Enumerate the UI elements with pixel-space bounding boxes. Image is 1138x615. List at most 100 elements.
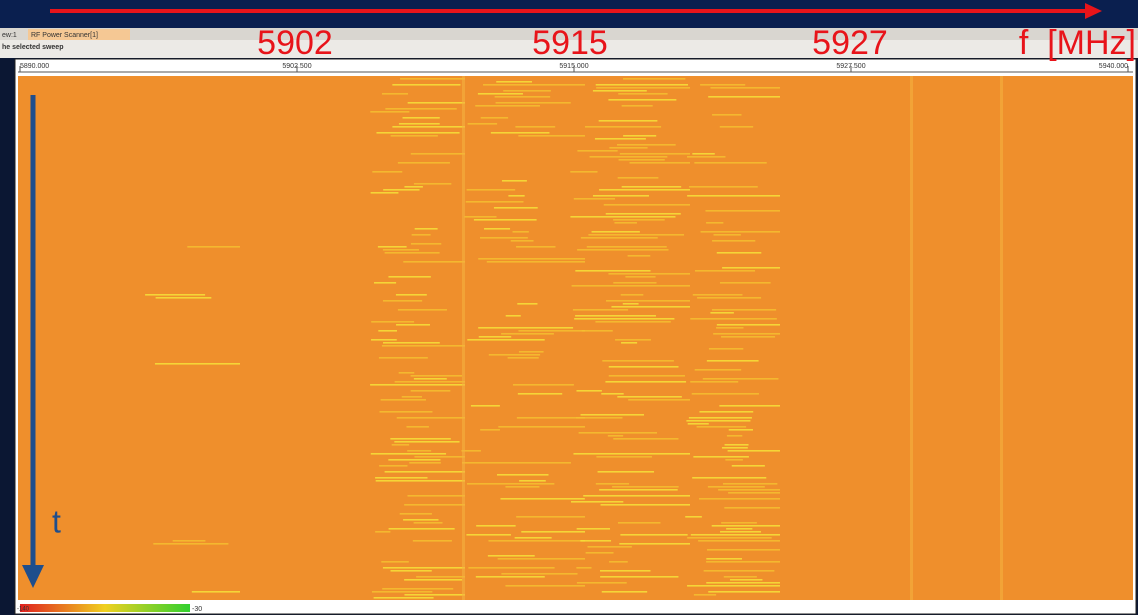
signal-streak — [694, 594, 716, 596]
signal-streak — [730, 579, 762, 581]
signal-streak — [404, 579, 462, 581]
signal-streak — [156, 297, 212, 299]
signal-streak — [613, 438, 678, 440]
signal-streak — [467, 339, 544, 341]
signal-streak — [370, 111, 409, 113]
signal-streak — [576, 417, 623, 419]
signal-streak — [385, 252, 440, 254]
signal-streak — [699, 498, 780, 500]
signal-streak — [729, 429, 753, 431]
signal-streak — [397, 417, 465, 419]
signal-streak — [398, 309, 447, 311]
signal-streak — [573, 309, 628, 311]
signal-streak — [487, 261, 585, 263]
signal-streak — [714, 234, 741, 236]
signal-streak — [708, 591, 780, 593]
signal-streak — [618, 93, 667, 95]
signal-streak — [518, 135, 585, 137]
signal-streak — [707, 549, 780, 551]
signal-streak — [464, 216, 496, 218]
signal-streak — [712, 309, 776, 311]
signal-streak — [699, 411, 753, 413]
signal-streak — [476, 576, 545, 578]
signal-streak — [403, 519, 438, 521]
signal-streak — [505, 585, 585, 587]
signal-streak — [579, 432, 657, 434]
signal-streak — [576, 567, 591, 569]
signal-streak — [414, 378, 447, 380]
tab-label[interactable]: RF Power Scanner[1] — [31, 32, 98, 39]
signal-streak — [577, 582, 627, 584]
signal-streak — [407, 495, 465, 497]
signal-streak — [518, 330, 585, 332]
signal-streak — [515, 126, 555, 128]
signal-streak — [586, 552, 614, 554]
signal-streak — [399, 372, 415, 374]
signal-streak — [496, 81, 532, 83]
signal-streak — [500, 498, 584, 500]
signal-streak — [381, 399, 426, 401]
signal-streak — [599, 489, 678, 491]
signal-streak — [608, 273, 690, 275]
signal-streak — [395, 381, 465, 383]
signal-streak — [479, 336, 511, 338]
signal-streak — [518, 393, 562, 395]
signal-streak — [517, 303, 537, 305]
signal-streak — [593, 195, 649, 197]
signal-streak — [724, 507, 780, 509]
signal-streak — [489, 354, 540, 356]
signal-streak — [379, 411, 432, 413]
signal-streak — [396, 294, 427, 296]
signal-streak — [501, 573, 577, 575]
signal-streak — [599, 189, 690, 191]
signal-streak — [374, 282, 396, 284]
signal-streak — [701, 231, 780, 233]
signal-streak — [695, 270, 755, 272]
signal-streak — [720, 126, 753, 128]
signal-streak — [605, 381, 686, 383]
signal-streak — [619, 159, 665, 161]
signal-streak — [583, 495, 690, 497]
signal-streak — [404, 594, 465, 596]
signal-streak — [416, 576, 465, 578]
signal-streak — [722, 447, 748, 449]
signal-streak — [408, 102, 465, 104]
signal-streak — [581, 237, 658, 239]
signal-streak — [587, 246, 667, 248]
signal-streak — [697, 426, 747, 428]
tab-label[interactable]: ew:1 — [2, 32, 17, 39]
signal-streak — [719, 405, 780, 407]
signal-streak — [399, 123, 440, 125]
signal-streak — [612, 486, 679, 488]
signal-streak — [609, 147, 647, 149]
subtitle: he selected sweep — [2, 44, 63, 51]
signal-streak — [687, 195, 780, 197]
signal-streak — [471, 405, 500, 407]
signal-streak — [153, 543, 228, 545]
waterfall — [18, 76, 1133, 600]
signal-streak — [623, 135, 656, 137]
signal-streak — [378, 246, 407, 248]
signal-streak — [388, 459, 440, 461]
signal-streak — [721, 336, 775, 338]
signal-streak — [192, 591, 240, 593]
signal-streak — [717, 324, 780, 326]
signal-streak — [474, 219, 537, 221]
signal-streak — [602, 360, 674, 362]
signal-streak — [391, 135, 438, 137]
signal-streak — [403, 261, 465, 263]
axis-unit: f [MHz] — [1019, 24, 1136, 62]
signal-streak — [592, 231, 640, 233]
signal-streak — [689, 186, 758, 188]
signal-streak — [718, 489, 780, 491]
signal-streak — [600, 570, 651, 572]
signal-streak — [187, 246, 240, 248]
signal-streak — [383, 189, 419, 191]
signal-streak — [732, 465, 765, 467]
signal-streak — [468, 123, 497, 125]
freq-label: 5902 — [257, 24, 333, 62]
signal-streak — [601, 393, 623, 395]
signal-streak — [598, 471, 654, 473]
signal-streak — [712, 240, 755, 242]
signal-streak — [596, 87, 690, 89]
